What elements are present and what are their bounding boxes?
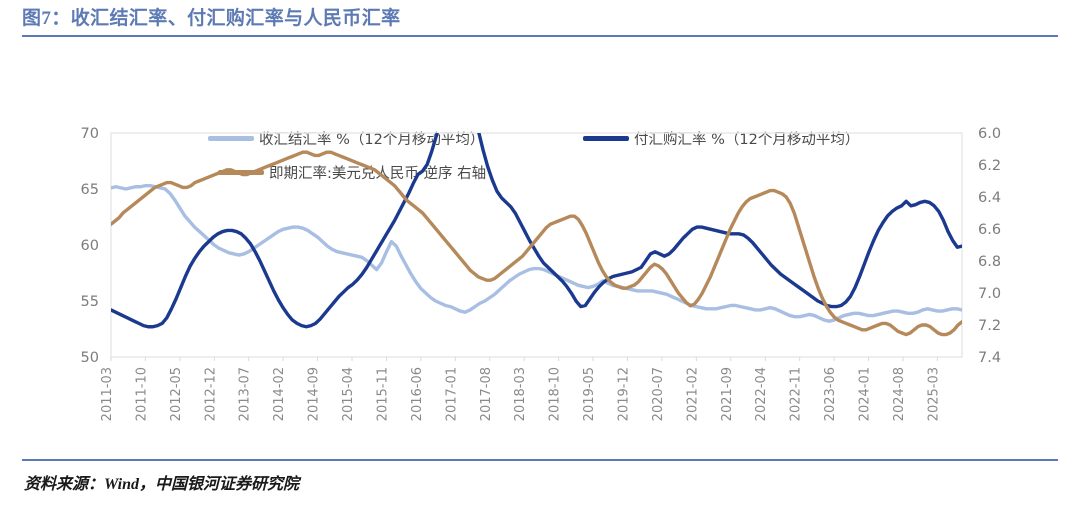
- x-axis-tick: 2023-06: [823, 367, 838, 421]
- y-right-tick: 6.2: [978, 158, 1001, 174]
- figure-title: 图7：收汇结汇率、付汇购汇率与人民币汇率: [22, 4, 1058, 38]
- footer-divider: [22, 459, 1058, 461]
- x-axis-tick: 2016-06: [410, 367, 425, 421]
- y-right-tick: 6.8: [978, 254, 1001, 270]
- source-note: 资料来源：Wind，中国银河证券研究院: [24, 476, 299, 493]
- plot-border: [110, 132, 963, 358]
- y-right-tick: 7.4: [978, 350, 1001, 366]
- x-axis-tick: 2014-02: [272, 367, 287, 421]
- title-divider: [22, 35, 1058, 37]
- x-axis-tick: 2018-10: [548, 367, 563, 421]
- y-left-tick: 70: [81, 126, 99, 142]
- x-axis-tick: 2021-02: [685, 367, 700, 421]
- y-left-tick: 55: [81, 294, 99, 310]
- x-axis-tick: 2024-08: [892, 367, 907, 421]
- x-axis-tick: 2021-09: [720, 367, 735, 421]
- x-axis-tick: 2019-05: [582, 367, 597, 421]
- x-axis-tick: 2012-12: [203, 367, 218, 421]
- y-right-tick: 6.6: [978, 222, 1001, 238]
- y-left-tick: 65: [81, 182, 99, 198]
- legend-label-0: 收汇结汇率 %（12个月移动平均）: [259, 132, 485, 148]
- y-right-tick: 6.0: [978, 126, 1001, 142]
- x-axis-tick: 2017-08: [479, 367, 494, 421]
- legend-label-1: 付汇购汇率 %（12个月移动平均）: [634, 132, 860, 148]
- legend-item-0: 收汇结汇率 %（12个月移动平均）: [208, 128, 484, 149]
- x-axis-tick: 2013-07: [238, 367, 253, 421]
- y-right-tick: 6.4: [978, 190, 1001, 206]
- chart-svg: 50 55 60 65 70 6.0 6.2 6.4 6.6 6.8 7.0 7.2 7.4 2011-0…: [81, 126, 1002, 421]
- x-axis-tick: 2018-03: [513, 367, 528, 421]
- x-axis-tick: 2017-01: [444, 367, 459, 421]
- legend-swatch-1: [583, 136, 629, 141]
- x-axis-tick: 2025-03: [926, 367, 941, 421]
- legend-swatch-0: [208, 136, 254, 141]
- series-line-2: [111, 150, 962, 337]
- x-axis-tick: 2011-10: [134, 367, 149, 421]
- x-axis-tick: 2022-04: [754, 367, 769, 421]
- x-axis-tick: 2015-11: [376, 367, 391, 421]
- x-axis-tick: 2015-04: [341, 367, 356, 421]
- legend-item-1: 付汇购汇率 %（12个月移动平均）: [583, 128, 859, 149]
- page-title: 图7：收汇结汇率、付汇购汇率与人民币汇率: [22, 8, 401, 29]
- x-axis-tick: 2022-11: [789, 367, 804, 421]
- series-group: [111, 133, 962, 337]
- y-right-tick: 7.2: [978, 318, 1001, 334]
- y-left-tick: 60: [81, 238, 99, 254]
- series-line-1: [111, 133, 962, 329]
- x-axis-tick: 2014-09: [307, 367, 322, 421]
- x-axis-tick: 2024-01: [858, 367, 873, 421]
- x-axis-tick: 2011-03: [100, 367, 115, 421]
- y-right-tick: 7.0: [978, 286, 1001, 302]
- x-axis-tick: 2012-05: [169, 367, 184, 421]
- y-left-tick: 50: [81, 350, 99, 366]
- x-axis-tick: 2020-07: [651, 367, 666, 421]
- x-axis-tick: 2019-12: [617, 367, 632, 421]
